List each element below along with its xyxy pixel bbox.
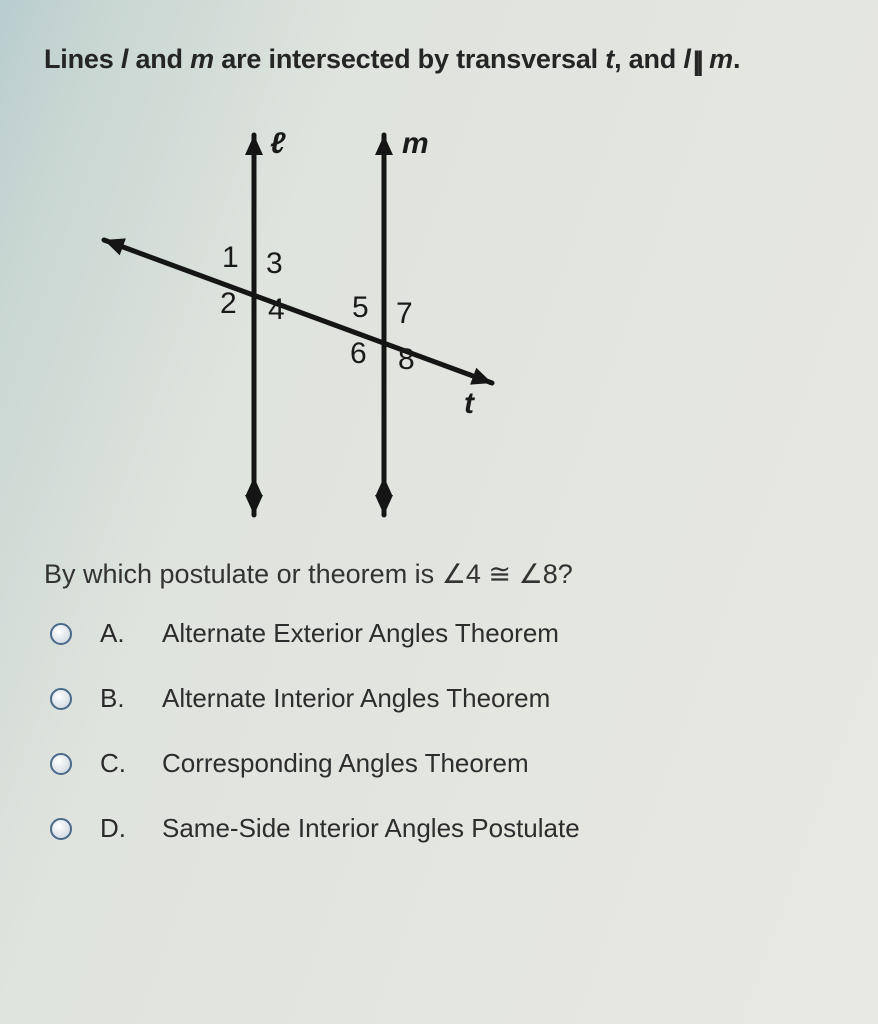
svg-text:t: t bbox=[464, 387, 476, 420]
svg-text:7: 7 bbox=[396, 297, 413, 330]
congruent-symbol: ≅ bbox=[481, 559, 519, 589]
option-a[interactable]: A. Alternate Exterior Angles Theorem bbox=[50, 618, 844, 649]
svg-text:1: 1 bbox=[222, 241, 239, 274]
prompt-mid3: , and bbox=[614, 44, 683, 74]
option-text: Alternate Exterior Angles Theorem bbox=[162, 618, 559, 649]
prompt-var-m: m bbox=[190, 44, 214, 74]
prompt-var-l2: l bbox=[683, 44, 690, 74]
svg-text:3: 3 bbox=[266, 247, 283, 280]
prompt-var-t: t bbox=[605, 44, 614, 74]
radio-b[interactable] bbox=[50, 688, 72, 710]
option-text: Same-Side Interior Angles Postulate bbox=[162, 813, 580, 844]
question-post: ? bbox=[558, 559, 573, 589]
question-text: By which postulate or theorem is ∠4 ≅ ∠8… bbox=[44, 559, 844, 590]
svg-text:5: 5 bbox=[352, 291, 369, 324]
page: Lines l and m are intersected by transve… bbox=[0, 0, 878, 864]
prompt-mid1: and bbox=[128, 44, 190, 74]
options-list: A. Alternate Exterior Angles Theorem B. … bbox=[50, 618, 844, 844]
option-d[interactable]: D. Same-Side Interior Angles Postulate bbox=[50, 813, 844, 844]
radio-a[interactable] bbox=[50, 623, 72, 645]
option-letter: A. bbox=[100, 618, 134, 649]
angle8: ∠8 bbox=[519, 559, 558, 589]
svg-text:4: 4 bbox=[268, 293, 285, 326]
svg-text:2: 2 bbox=[220, 287, 237, 320]
prompt-mid2: are intersected by transversal bbox=[214, 44, 605, 74]
angle4: ∠4 bbox=[442, 559, 481, 589]
radio-c[interactable] bbox=[50, 753, 72, 775]
svg-text:6: 6 bbox=[350, 337, 367, 370]
option-c[interactable]: C. Corresponding Angles Theorem bbox=[50, 748, 844, 779]
prompt-text: Lines l and m are intersected by transve… bbox=[44, 44, 844, 77]
prompt-end: . bbox=[733, 44, 740, 74]
option-letter: D. bbox=[100, 813, 134, 844]
option-b[interactable]: B. Alternate Interior Angles Theorem bbox=[50, 683, 844, 714]
svg-text:m: m bbox=[402, 127, 429, 160]
svg-text:8: 8 bbox=[398, 343, 415, 376]
radio-d[interactable] bbox=[50, 818, 72, 840]
option-text: Alternate Interior Angles Theorem bbox=[162, 683, 550, 714]
parallel-symbol: || bbox=[693, 46, 700, 77]
option-letter: C. bbox=[100, 748, 134, 779]
prompt-var-m2: m bbox=[709, 44, 733, 74]
transversal-figure: ℓmt12345678 bbox=[44, 105, 564, 535]
figure-container: ℓmt12345678 bbox=[44, 105, 564, 535]
prompt-pre: Lines bbox=[44, 44, 121, 74]
question-pre: By which postulate or theorem is bbox=[44, 559, 442, 589]
option-text: Corresponding Angles Theorem bbox=[162, 748, 529, 779]
option-letter: B. bbox=[100, 683, 134, 714]
svg-text:ℓ: ℓ bbox=[270, 127, 286, 160]
